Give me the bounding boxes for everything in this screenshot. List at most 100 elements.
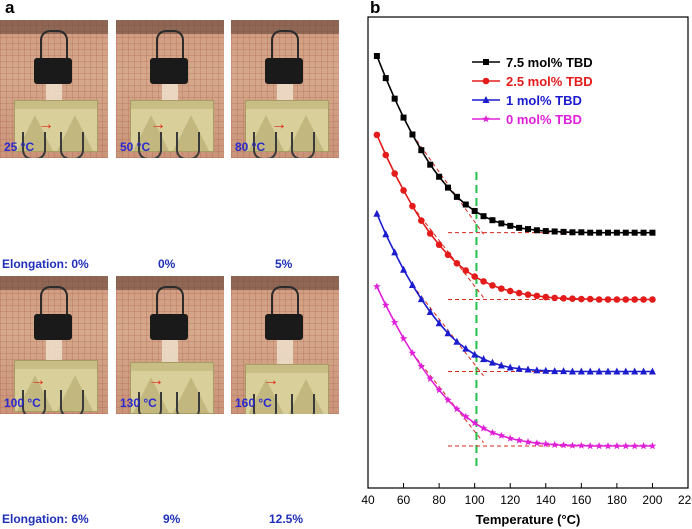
data-point bbox=[649, 296, 656, 303]
data-point bbox=[648, 442, 657, 450]
x-tick-label: 180 bbox=[607, 493, 627, 507]
data-point bbox=[640, 367, 648, 375]
data-point bbox=[596, 229, 603, 236]
data-point bbox=[479, 424, 488, 432]
data-point bbox=[373, 53, 380, 59]
data-point bbox=[382, 230, 390, 238]
data-point bbox=[453, 337, 461, 345]
data-point bbox=[551, 228, 558, 235]
data-point bbox=[489, 217, 496, 224]
data-point bbox=[515, 436, 523, 444]
data-point bbox=[506, 287, 514, 295]
data-point bbox=[533, 366, 541, 374]
data-point bbox=[524, 365, 532, 373]
data-point bbox=[577, 441, 586, 449]
data-point bbox=[453, 405, 461, 413]
data-point bbox=[560, 228, 567, 235]
data-point bbox=[480, 278, 487, 285]
data-point bbox=[587, 229, 594, 236]
data-point bbox=[568, 367, 576, 375]
data-point bbox=[482, 77, 490, 85]
data-point bbox=[515, 364, 523, 372]
data-point bbox=[444, 251, 452, 259]
data-point bbox=[482, 115, 490, 123]
data-point bbox=[483, 59, 489, 65]
x-tick-label: 120 bbox=[500, 493, 520, 507]
panel-b-letter: b bbox=[370, 0, 381, 17]
data-point bbox=[426, 307, 434, 315]
strain-marker-arrow: → bbox=[263, 372, 279, 389]
data-point bbox=[498, 220, 505, 227]
data-point bbox=[506, 363, 514, 371]
data-point bbox=[542, 293, 550, 301]
series-line bbox=[376, 286, 653, 447]
data-point bbox=[471, 273, 478, 280]
elongation-label: 12.5% bbox=[269, 512, 304, 526]
data-point bbox=[524, 438, 532, 446]
data-point bbox=[569, 229, 576, 236]
data-point bbox=[480, 355, 488, 363]
data-point bbox=[605, 229, 611, 236]
data-point bbox=[400, 187, 407, 194]
x-tick-label: 220 bbox=[678, 493, 692, 507]
data-point bbox=[586, 367, 594, 375]
x-tick-label: 100 bbox=[465, 493, 485, 507]
data-point bbox=[613, 229, 620, 236]
data-point bbox=[471, 350, 479, 358]
plot-area-frame bbox=[367, 16, 689, 489]
data-point bbox=[408, 281, 416, 289]
legend-entry-label: 1 mol% TBD bbox=[506, 93, 582, 108]
data-point bbox=[533, 292, 541, 300]
data-point bbox=[435, 241, 443, 249]
data-point bbox=[435, 319, 443, 327]
x-tick-label: 200 bbox=[642, 493, 662, 507]
data-point bbox=[560, 294, 567, 302]
data-point bbox=[462, 412, 470, 420]
data-point bbox=[417, 362, 426, 370]
x-tick-label: 40 bbox=[361, 493, 375, 507]
data-point bbox=[586, 295, 594, 303]
data-point bbox=[497, 431, 506, 439]
data-point bbox=[480, 213, 487, 220]
data-point bbox=[578, 229, 585, 236]
data-point bbox=[391, 170, 398, 177]
data-point bbox=[507, 222, 514, 229]
data-point bbox=[622, 296, 630, 303]
data-point bbox=[382, 151, 390, 159]
data-point bbox=[426, 230, 434, 237]
legend-entry-label: 0 mol% TBD bbox=[506, 112, 582, 127]
data-point bbox=[604, 442, 612, 450]
data-point bbox=[488, 428, 497, 436]
data-point bbox=[559, 441, 568, 449]
data-point bbox=[622, 229, 629, 236]
data-point bbox=[551, 294, 558, 302]
data-point bbox=[498, 285, 505, 292]
data-point bbox=[382, 301, 390, 309]
x-tick-label: 140 bbox=[536, 493, 556, 507]
data-point bbox=[426, 374, 434, 382]
data-point bbox=[604, 367, 612, 375]
temperature-label: 80 °C bbox=[235, 140, 266, 154]
data-point bbox=[649, 229, 656, 236]
data-point bbox=[639, 442, 648, 450]
data-point bbox=[604, 296, 612, 303]
strain-marker-arrow: → bbox=[38, 116, 54, 133]
data-point bbox=[525, 226, 531, 233]
data-point bbox=[631, 229, 638, 236]
elongation-label: 5% bbox=[275, 257, 293, 271]
photo-80c: → 80 °C bbox=[231, 20, 339, 158]
x-tick-label: 60 bbox=[397, 493, 411, 507]
data-point bbox=[435, 386, 443, 394]
data-point bbox=[524, 291, 532, 298]
data-point bbox=[373, 131, 381, 139]
data-point bbox=[569, 295, 576, 302]
data-point bbox=[622, 367, 630, 375]
data-point bbox=[488, 358, 496, 366]
data-point bbox=[577, 367, 585, 375]
temperature-label: 25 °C bbox=[4, 140, 35, 154]
data-point bbox=[427, 161, 434, 168]
temperature-label: 160 °C bbox=[235, 396, 272, 410]
data-point bbox=[408, 349, 417, 357]
strain-marker-arrow: → bbox=[271, 116, 287, 133]
x-tick-label: 80 bbox=[432, 493, 446, 507]
